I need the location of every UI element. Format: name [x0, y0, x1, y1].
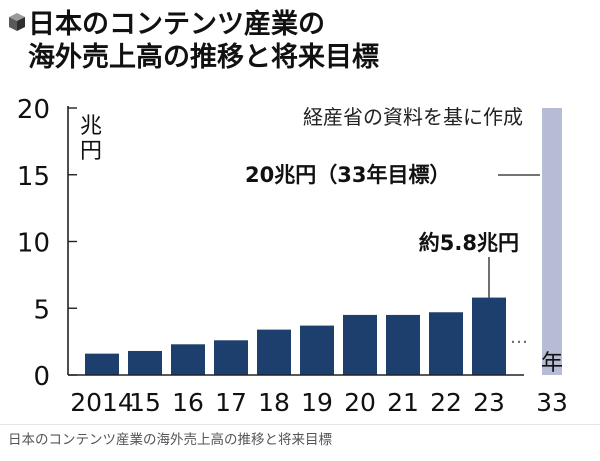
bar — [214, 340, 248, 375]
y-tick-label: 10 — [17, 229, 50, 259]
x-tick-label: 18 — [258, 388, 290, 417]
x-tick-label: 23 — [473, 388, 505, 417]
figure-caption: 日本のコンテンツ産業の海外売上高の推移と将来目標 — [8, 432, 332, 448]
bar — [171, 344, 205, 375]
x-axis-unit-label: 年 — [541, 351, 563, 376]
y-tick-label: 20 — [17, 95, 50, 125]
y-tick-label: 15 — [17, 162, 50, 192]
bar — [85, 353, 119, 375]
x-tick-label-target: 33 — [536, 388, 568, 417]
x-tick-label: 17 — [215, 388, 247, 417]
x-tick-label: 15 — [129, 388, 161, 417]
bar — [386, 314, 420, 375]
bar — [300, 325, 334, 375]
bar — [343, 314, 377, 375]
y-ticks-group: 0 5 10 15 20 — [17, 95, 77, 392]
target-bar — [542, 108, 562, 375]
bars-group — [85, 297, 506, 375]
target-label: 20兆円（33年目標） — [245, 163, 450, 187]
x-tick-label: 22 — [430, 388, 462, 417]
chart-title: 日本のコンテンツ産業の 海外売上高の推移と将来目標 — [28, 8, 379, 74]
title-line-2: 海外売上高の推移と将来目標 — [28, 42, 379, 73]
x-tick-label: 2014 — [70, 388, 134, 417]
bar — [128, 350, 162, 375]
x-tick-label: 21 — [387, 388, 419, 417]
caption-divider — [0, 424, 600, 425]
cube-icon — [8, 12, 26, 32]
y-unit-char: 兆 — [80, 114, 102, 139]
bar — [257, 329, 291, 375]
y-tick-label: 0 — [33, 362, 50, 392]
y-axis-unit-label: 兆円 — [80, 114, 102, 164]
title-line-1: 日本のコンテンツ産業の — [28, 9, 325, 40]
x-tick-label: 16 — [172, 388, 204, 417]
source-note: 経産省の資料を基に作成 — [303, 105, 523, 129]
x-tick-label: 19 — [301, 388, 333, 417]
last-bar-annotation: 約5.8兆円 — [419, 231, 519, 255]
x-tick-label: 20 — [344, 388, 376, 417]
bar — [429, 312, 463, 375]
bar — [472, 297, 506, 375]
gap-ellipsis: … — [510, 327, 528, 348]
y-tick-label: 5 — [33, 295, 50, 325]
y-unit-char: 円 — [80, 139, 102, 164]
